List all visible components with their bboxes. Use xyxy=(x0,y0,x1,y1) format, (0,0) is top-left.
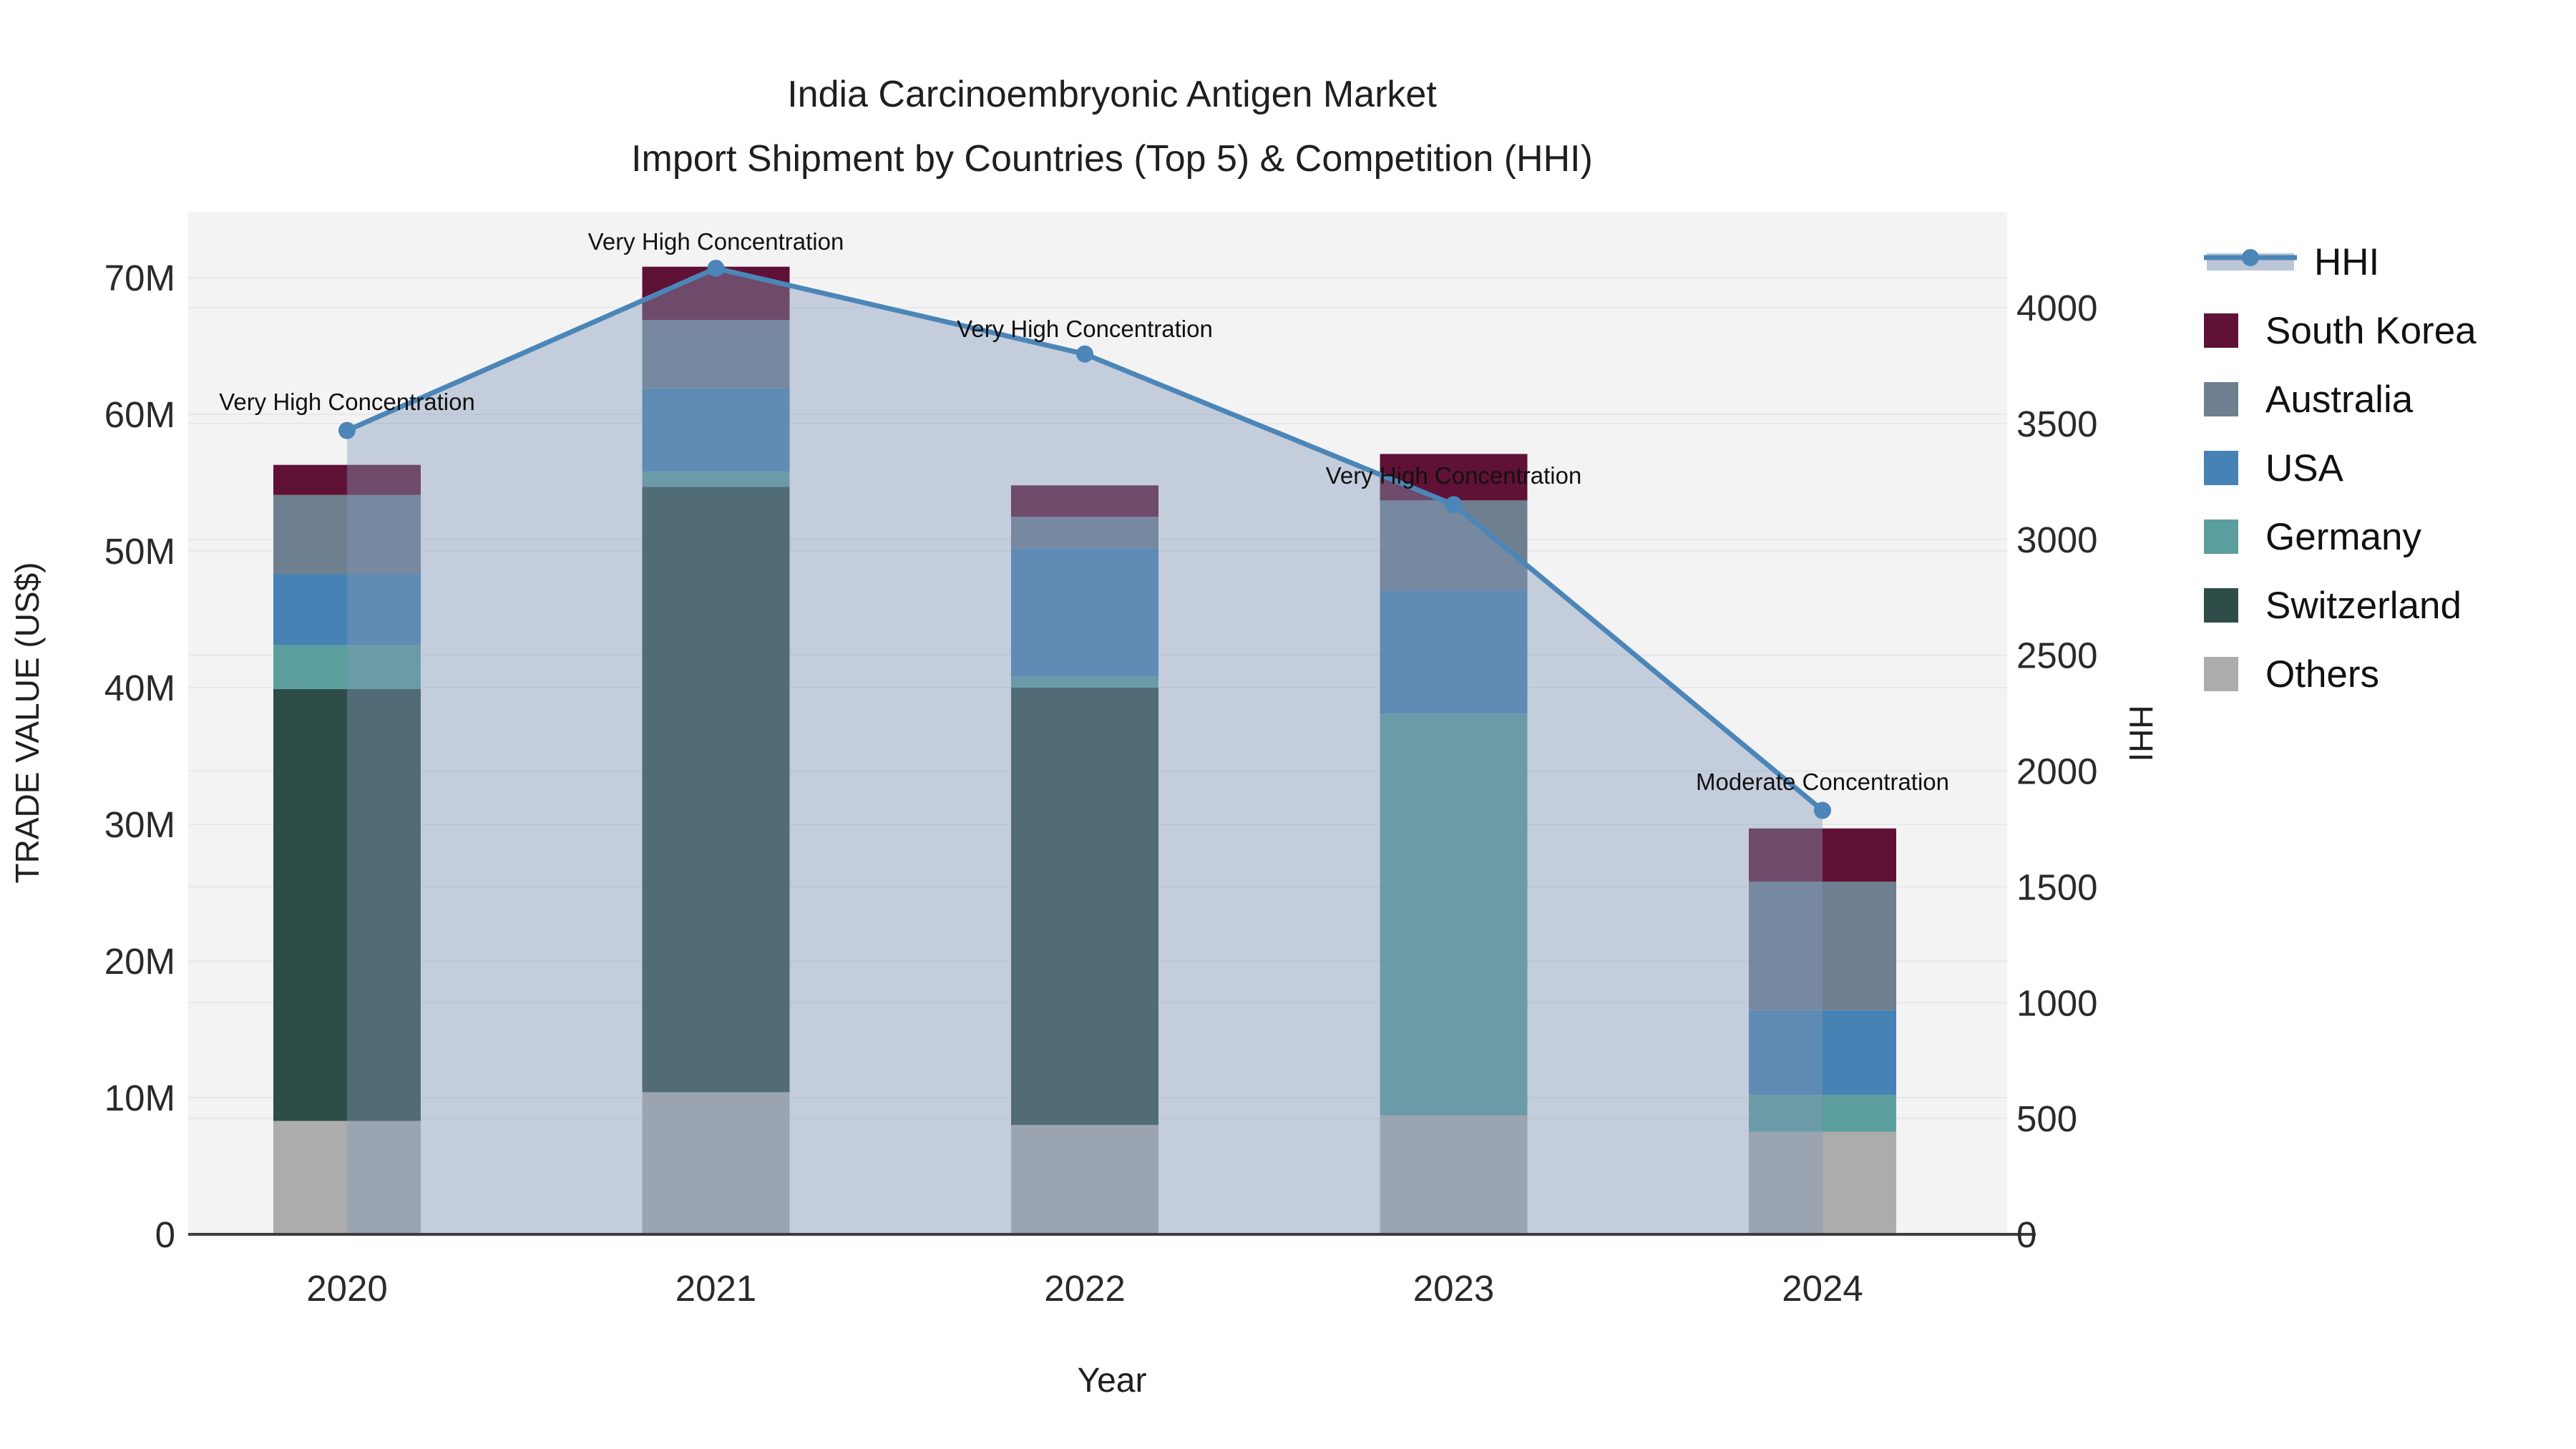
bar-segment-others-2020[interactable] xyxy=(273,1121,421,1234)
bar-segment-germany-2020[interactable] xyxy=(273,645,421,689)
bar-segment-germany-2021[interactable] xyxy=(642,472,790,487)
others-swatch-icon xyxy=(2204,657,2238,691)
legend-item-australia[interactable]: Australia xyxy=(2204,365,2477,434)
annotation-2022: Very High Concentration xyxy=(957,316,1213,342)
bar-segment-switzerland-2021[interactable] xyxy=(642,487,790,1093)
legend: HHI South Korea Australia USA Germany Sw… xyxy=(2204,228,2477,708)
x-tick-2021: 2021 xyxy=(675,1268,756,1309)
legend-item-hhi[interactable]: HHI xyxy=(2204,228,2477,296)
bar-segment-germany-2022[interactable] xyxy=(1011,676,1158,688)
legend-item-usa[interactable]: USA xyxy=(2204,434,2477,502)
bar-segment-south-korea-2024[interactable] xyxy=(1749,828,1896,882)
right-tick-1000: 1000 xyxy=(2016,982,2097,1023)
annotation-2023: Very High Concentration xyxy=(1325,462,1582,489)
right-axis-title: HHI xyxy=(2122,705,2160,762)
right-tick-500: 500 xyxy=(2016,1098,2077,1139)
left-tick-50M: 50M xyxy=(104,531,175,572)
chart-title-line2: Import Shipment by Countries (Top 5) & C… xyxy=(631,138,1593,180)
bar-segment-others-2022[interactable] xyxy=(1011,1125,1158,1234)
usa-swatch-icon xyxy=(2204,451,2238,485)
bar-segment-south-korea-2023[interactable] xyxy=(1380,454,1528,501)
x-axis-title: Year xyxy=(1077,1362,1147,1400)
x-tick-2023: 2023 xyxy=(1413,1268,1494,1309)
left-tick-40M: 40M xyxy=(104,668,175,708)
right-tick-4000: 4000 xyxy=(2016,288,2097,328)
australia-swatch-icon xyxy=(2204,382,2238,416)
bar-segment-usa-2024[interactable] xyxy=(1749,1010,1896,1096)
left-tick-10M: 10M xyxy=(104,1078,175,1118)
bar-segment-germany-2023[interactable] xyxy=(1380,713,1528,1116)
hhi-line-sample-icon xyxy=(2204,245,2297,279)
x-tick-2022: 2022 xyxy=(1044,1268,1125,1309)
legend-item-germany[interactable]: Germany xyxy=(2204,502,2477,571)
left-axis-title: TRADE VALUE (US$) xyxy=(9,562,46,884)
legend-item-switzerland[interactable]: Switzerland xyxy=(2204,571,2477,640)
bar-segment-south-korea-2022[interactable] xyxy=(1011,485,1158,517)
right-tick-3500: 3500 xyxy=(2016,404,2097,444)
bar-segment-australia-2024[interactable] xyxy=(1749,882,1896,1010)
annotation-2021: Very High Concentration xyxy=(587,228,844,255)
legend-item-south-korea[interactable]: South Korea xyxy=(2204,296,2477,365)
x-tick-2020: 2020 xyxy=(306,1268,387,1309)
germany-swatch-icon xyxy=(2204,519,2238,554)
bar-segment-germany-2024[interactable] xyxy=(1749,1095,1896,1132)
bar-segment-australia-2021[interactable] xyxy=(642,320,790,389)
right-tick-2500: 2500 xyxy=(2016,635,2097,676)
bar-segment-others-2024[interactable] xyxy=(1749,1131,1896,1234)
bar-segment-australia-2020[interactable] xyxy=(273,494,421,575)
right-tick-1500: 1500 xyxy=(2016,867,2097,907)
bar-segment-usa-2020[interactable] xyxy=(273,574,421,645)
legend-item-others[interactable]: Others xyxy=(2204,640,2477,708)
bar-segment-south-korea-2020[interactable] xyxy=(273,464,421,495)
hhi-marker-2020[interactable] xyxy=(338,421,356,439)
annotation-2024: Moderate Concentration xyxy=(1695,769,1950,795)
bar-segment-usa-2021[interactable] xyxy=(642,388,790,472)
bar-segment-australia-2022[interactable] xyxy=(1011,517,1158,549)
bar-segment-switzerland-2020[interactable] xyxy=(273,688,421,1121)
switzerland-swatch-icon xyxy=(2204,588,2238,623)
right-tick-2000: 2000 xyxy=(2016,751,2097,792)
chart-title-line1: India Carcinoembryonic Antigen Market xyxy=(787,74,1437,115)
left-tick-60M: 60M xyxy=(104,394,175,435)
hhi-marker-2024[interactable] xyxy=(1814,801,1831,819)
left-tick-0: 0 xyxy=(155,1214,175,1255)
left-tick-30M: 30M xyxy=(104,804,175,845)
hhi-marker-2023[interactable] xyxy=(1445,496,1463,514)
bar-segment-others-2021[interactable] xyxy=(642,1092,790,1234)
annotation-2020: Very High Concentration xyxy=(219,389,475,415)
left-tick-70M: 70M xyxy=(104,258,175,298)
left-tick-20M: 20M xyxy=(104,941,175,982)
south-korea-swatch-icon xyxy=(2204,313,2238,348)
bar-segment-usa-2023[interactable] xyxy=(1380,590,1528,714)
right-tick-3000: 3000 xyxy=(2016,519,2097,560)
bar-segment-switzerland-2022[interactable] xyxy=(1011,688,1158,1126)
bar-segment-others-2023[interactable] xyxy=(1380,1115,1528,1234)
hhi-marker-2021[interactable] xyxy=(707,259,725,277)
x-tick-2024: 2024 xyxy=(1782,1268,1863,1309)
bar-segment-usa-2022[interactable] xyxy=(1011,548,1158,677)
right-tick-0: 0 xyxy=(2016,1214,2036,1255)
hhi-marker-2022[interactable] xyxy=(1076,345,1093,363)
